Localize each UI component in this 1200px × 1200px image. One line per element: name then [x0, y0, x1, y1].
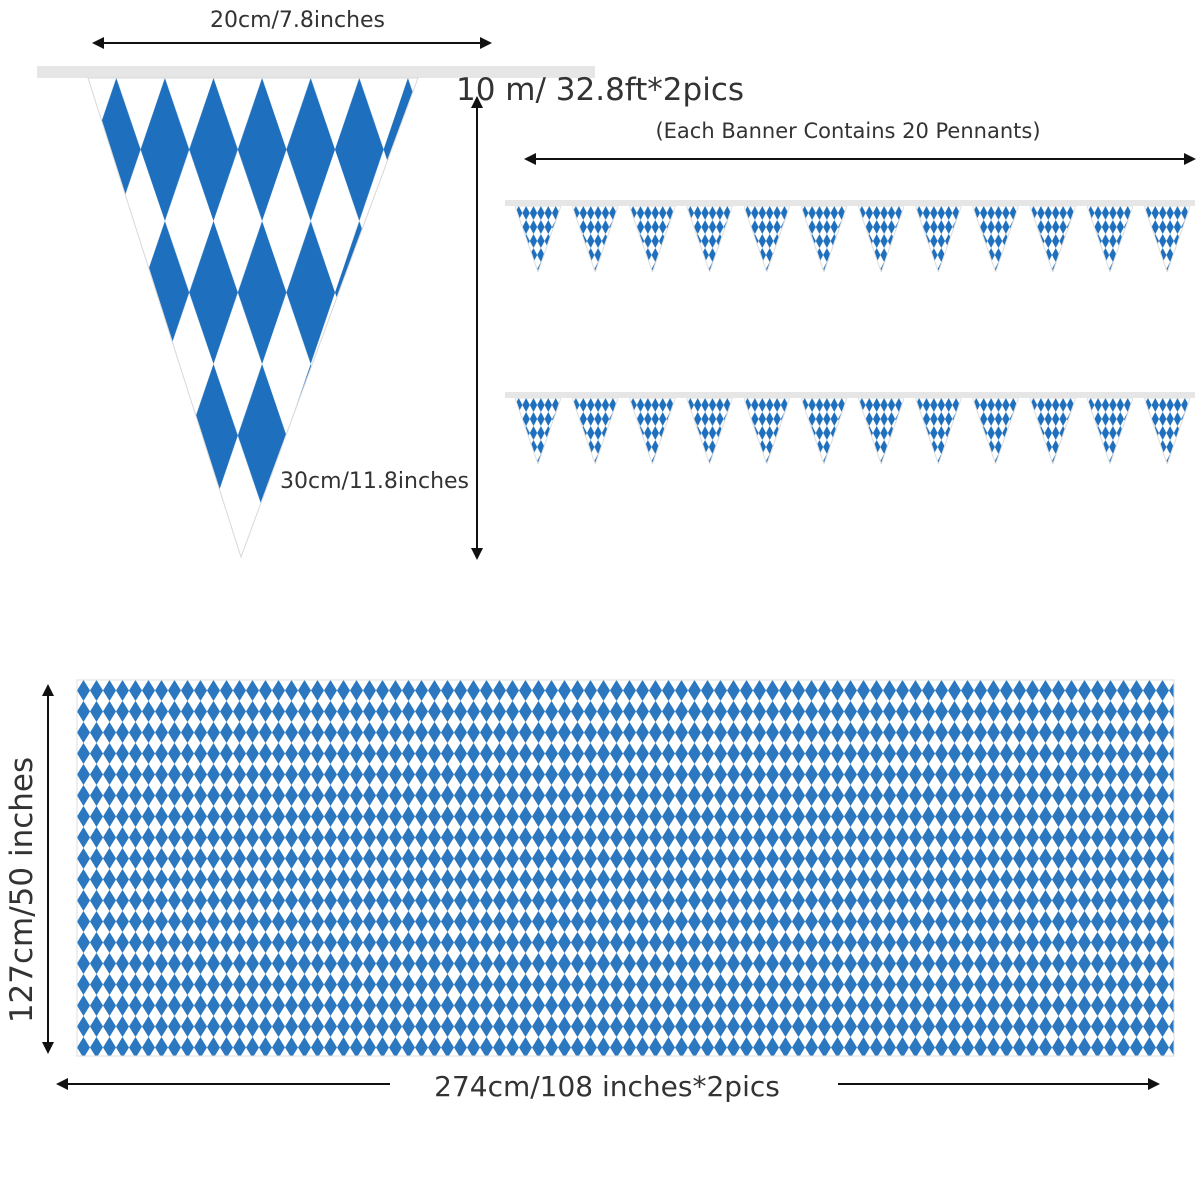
tablecloth-width-label: 274cm/108 inches*2pics	[434, 1070, 780, 1103]
small-pennant-icon	[515, 206, 561, 272]
small-pennant-icon	[515, 398, 561, 464]
small-pennant-icon	[629, 206, 676, 272]
tablecloth-height-arrow-icon	[42, 684, 54, 1054]
small-pennant-icon	[686, 398, 733, 464]
pennant-cord	[37, 66, 595, 78]
small-pennant-icon	[1029, 398, 1076, 464]
pennant-flag-icon	[87, 77, 419, 559]
small-pennant-icon	[972, 398, 1019, 464]
pennant-width-arrow-icon	[92, 37, 492, 49]
tablecloth-pattern	[76, 679, 1175, 1057]
small-pennant-icon	[743, 398, 790, 464]
banner-string-2	[505, 392, 1195, 464]
tablecloth-width-arrow-icon	[56, 1078, 1160, 1090]
pennant-closeup	[37, 66, 595, 559]
tablecloth-height-label: 127cm/50 inches	[4, 756, 40, 1024]
small-pennant-icon	[1029, 206, 1076, 272]
small-pennant-icon	[572, 206, 619, 272]
small-pennant-icon	[572, 398, 619, 464]
small-pennant-icon	[743, 206, 790, 272]
small-pennant-icon	[858, 398, 905, 464]
small-pennant-icon	[915, 206, 962, 272]
small-pennant-icon	[1087, 206, 1133, 272]
tablecloth	[76, 679, 1175, 1057]
small-pennant-icon	[629, 398, 676, 464]
small-pennant-icon	[1087, 398, 1133, 464]
small-pennant-icon	[972, 206, 1019, 272]
pennant-height-label: 30cm/11.8inches	[280, 469, 470, 494]
banner-string-1	[505, 200, 1195, 272]
banner-length-label: 10 m/ 32.8ft*2pics	[455, 72, 745, 108]
small-pennant-icon	[1144, 398, 1191, 464]
small-pennant-icon	[858, 206, 905, 272]
small-pennant-icon	[801, 398, 847, 464]
banner-note: (Each Banner Contains 20 Pennants)	[655, 119, 1041, 143]
small-pennant-icon	[801, 206, 847, 272]
banner-cord	[505, 392, 1195, 398]
banner-cord	[505, 200, 1195, 206]
small-pennant-icon	[915, 398, 962, 464]
small-pennant-icon	[686, 206, 733, 272]
pennant-height-arrow-icon	[471, 96, 483, 560]
banner-length-arrow-icon	[524, 153, 1196, 165]
pennant-width-label: 20cm/7.8inches	[210, 8, 386, 33]
small-pennant-icon	[1144, 206, 1191, 272]
